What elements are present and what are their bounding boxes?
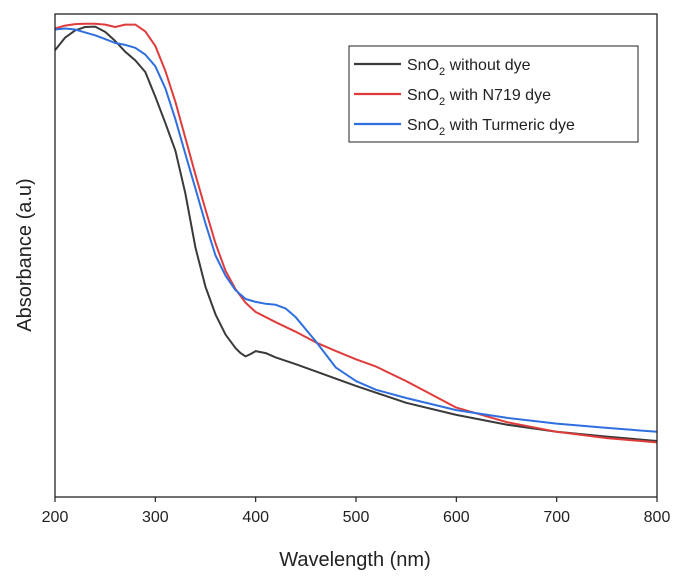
x-tick-label: 500 — [343, 509, 370, 526]
legend-label-3: SnO2 with Turmeric dye — [407, 117, 575, 138]
x-tick-label: 300 — [142, 509, 169, 526]
legend-label-2: SnO2 with N719 dye — [407, 87, 551, 108]
y-axis-title: Absorbance (a.u) — [14, 178, 36, 331]
legend-label-1: SnO2 without dye — [407, 57, 531, 78]
x-tick-label: 600 — [443, 509, 470, 526]
series-line-3 — [54, 27, 658, 433]
x-axis-title: Wavelength (nm) — [279, 549, 431, 571]
x-axis-ticks: 200 300 400 500 600 700 800 — [42, 497, 671, 526]
x-tick-label: 400 — [242, 509, 269, 526]
x-tick-label: 700 — [543, 509, 570, 526]
plot-lines — [54, 22, 658, 444]
x-tick-label: 200 — [42, 509, 69, 526]
series-line-1 — [54, 25, 658, 442]
x-tick-label: 800 — [644, 509, 671, 526]
legend: SnO2 without dye SnO2 with N719 dye SnO2 w… — [348, 45, 639, 143]
series-line-2 — [54, 22, 658, 444]
